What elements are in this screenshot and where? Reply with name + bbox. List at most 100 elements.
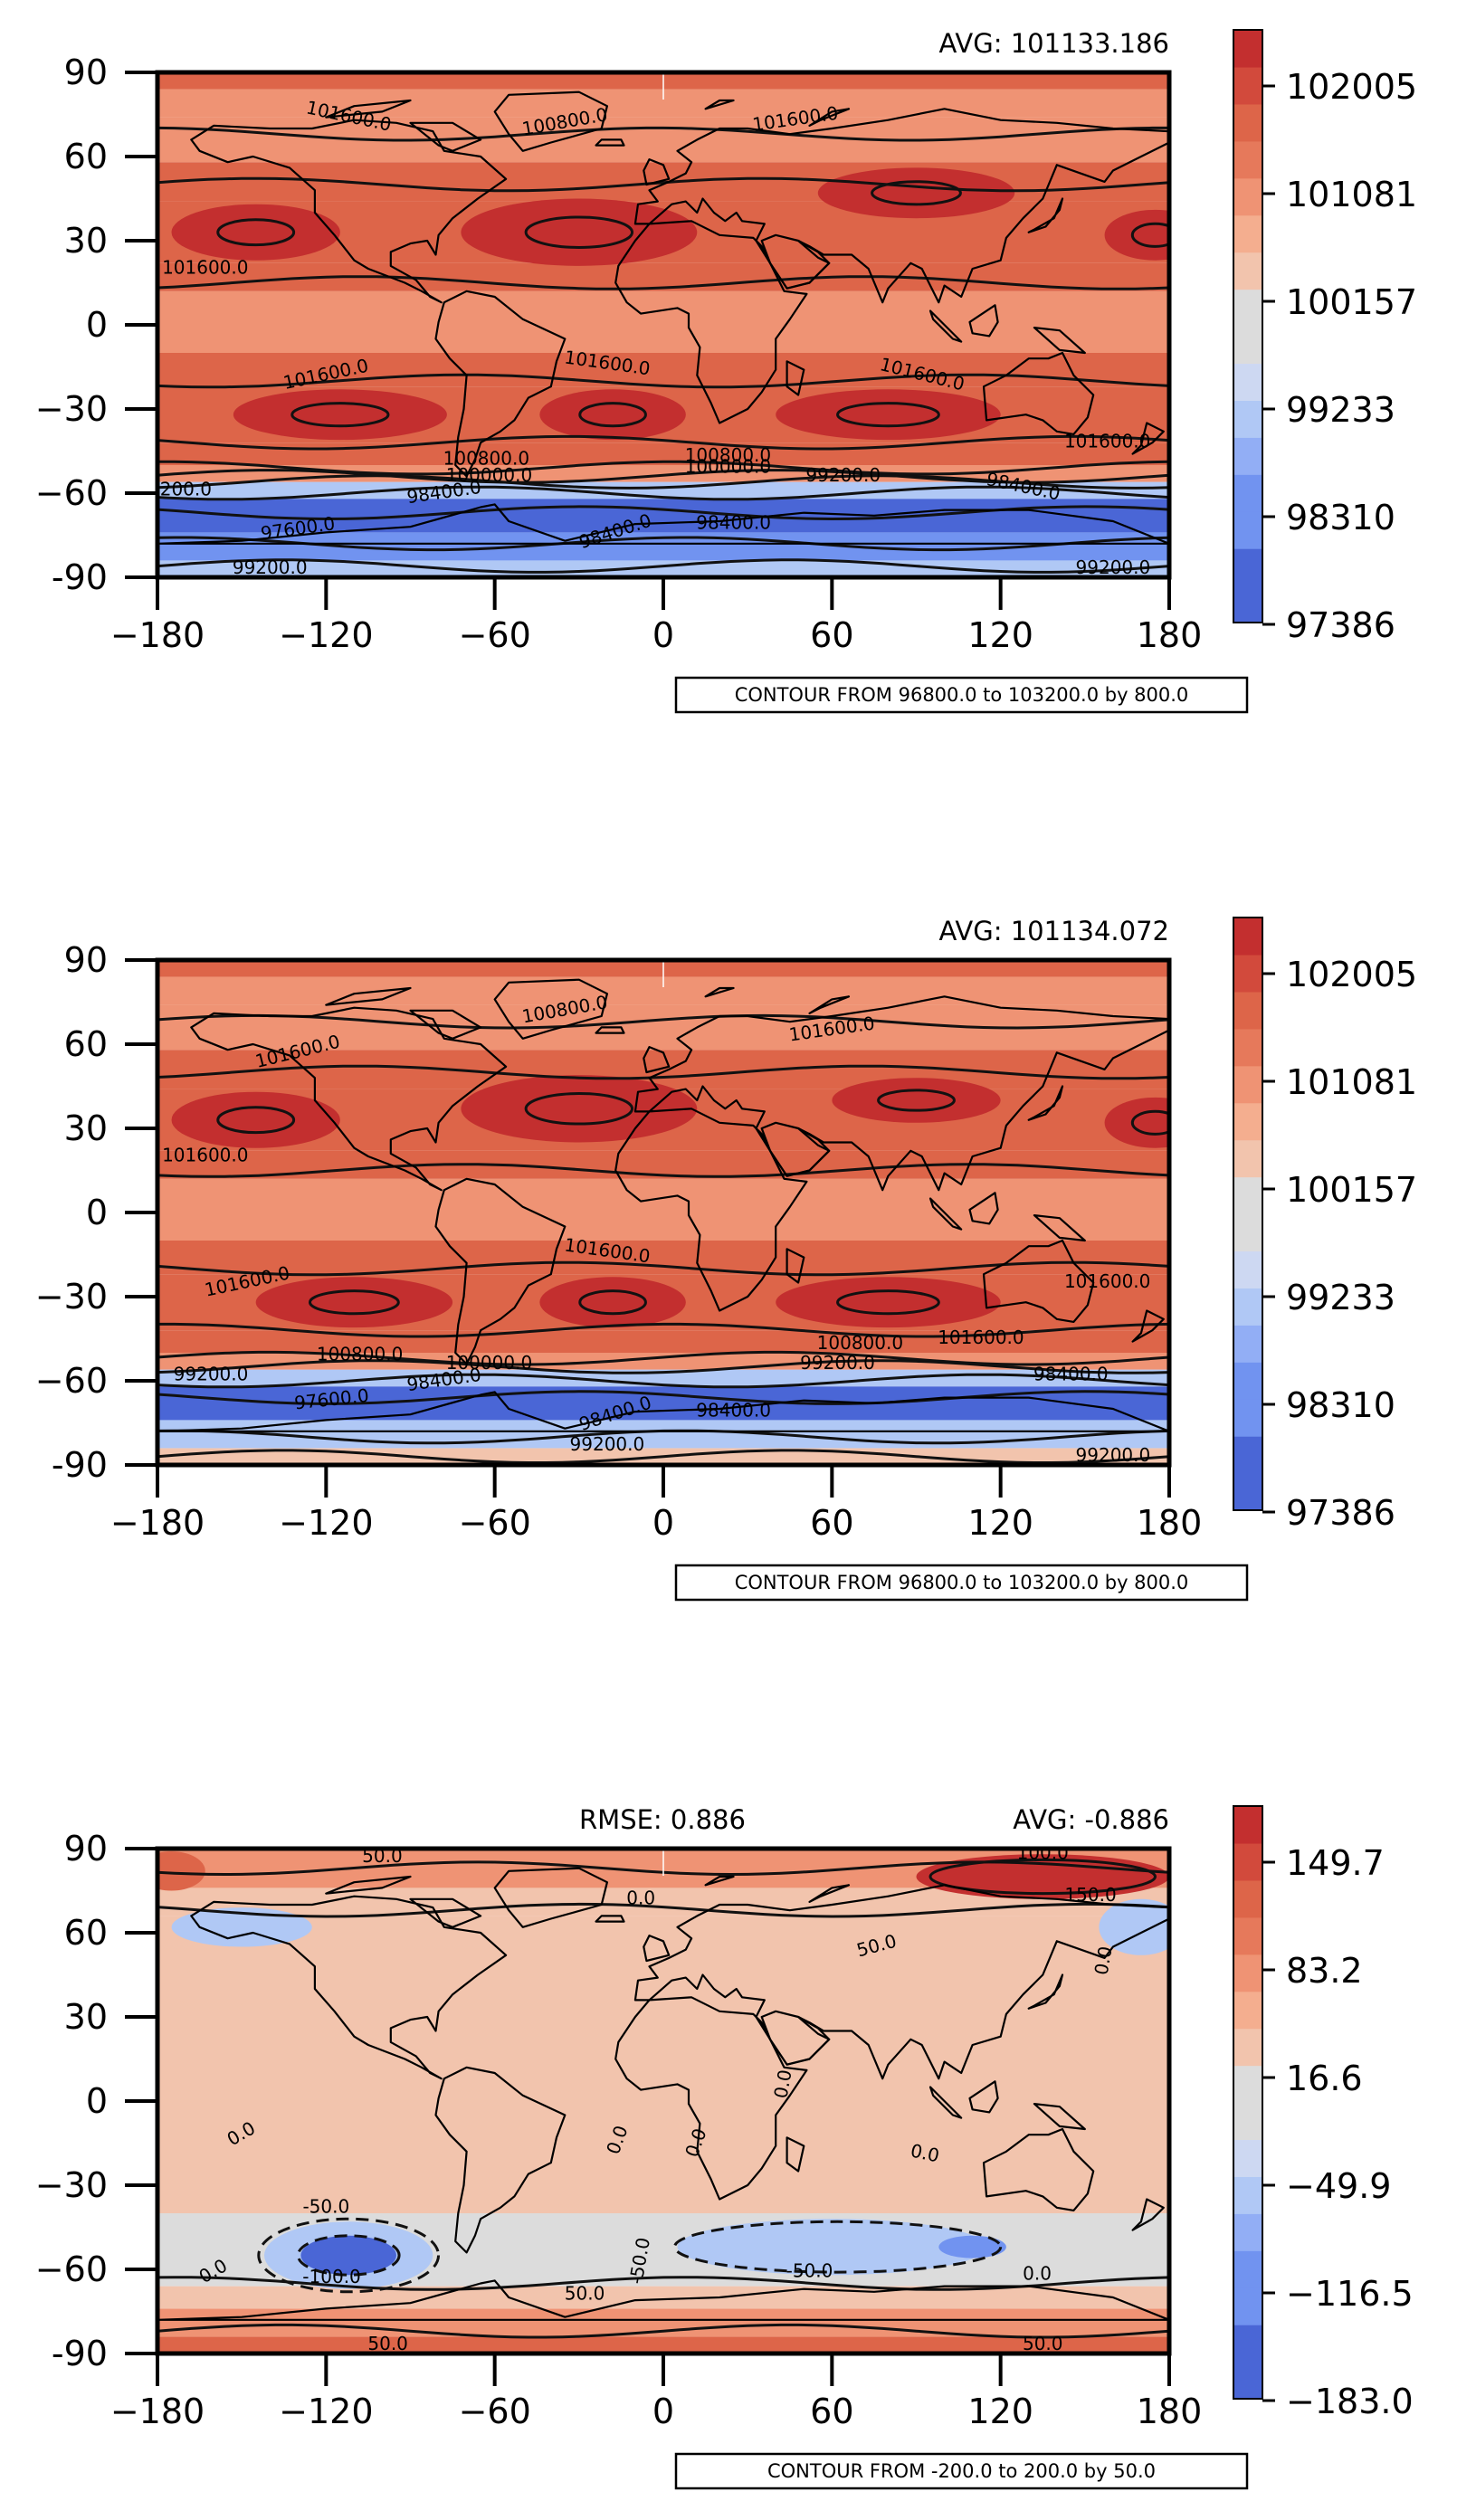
- coastline: [157, 1391, 1169, 1432]
- field-cell: [157, 1851, 205, 1891]
- contour-label: 99200.0: [570, 1433, 645, 1455]
- colorbar-swatch: [1233, 2028, 1262, 2067]
- contour-label: 100800.0: [817, 1332, 903, 1354]
- colorbar-swatch: [1233, 1473, 1262, 1511]
- coastline: [928, 309, 963, 343]
- colorbar-tick-label: 99233: [1286, 1278, 1395, 1317]
- coastline: [1033, 327, 1086, 355]
- colorbar-swatch: [1233, 1176, 1262, 1215]
- contour-loop: [578, 402, 647, 428]
- colorbar-tick-label: 100157: [1286, 1170, 1417, 1210]
- colorbar-tick-label: 97386: [1286, 605, 1395, 645]
- contour-loop: [928, 1858, 1157, 1896]
- coastline: [808, 1884, 851, 1903]
- coastline: [704, 1875, 735, 1887]
- x-tick-label: −180: [110, 615, 205, 655]
- field-cell: [171, 1907, 312, 1947]
- colorbar-swatch: [1233, 474, 1262, 512]
- contour-line: [157, 1350, 1169, 1366]
- avg-label: AVG: 101134.072: [938, 916, 1169, 946]
- contour-label: 50.0: [1023, 2333, 1063, 2354]
- contour-loop: [1130, 222, 1169, 248]
- colorbar-tick-label: 102005: [1286, 67, 1417, 107]
- contour-line: [157, 1449, 1169, 1464]
- colorbar-swatch: [1233, 1362, 1262, 1400]
- coastline: [633, 995, 1169, 1192]
- contour-label: 150.0: [1064, 1884, 1116, 1906]
- contour-label: 99200.0: [1076, 556, 1151, 578]
- contour-line: [157, 275, 1169, 290]
- field-cell: [171, 204, 340, 261]
- coastline: [1033, 2103, 1086, 2131]
- contour-line: [157, 1322, 1169, 1338]
- colorbar-swatch: [1233, 2176, 1262, 2214]
- contour-label: -100.0: [302, 2266, 360, 2287]
- colorbar-tick-label: 149.7: [1286, 1843, 1385, 1883]
- contour-line: [157, 373, 1169, 389]
- y-tick-label: 90: [64, 1829, 108, 1869]
- coastline: [434, 1177, 567, 1365]
- field-cell: [174, 1966, 253, 2011]
- contour-line: [157, 1373, 1169, 1389]
- contour-loop: [524, 1092, 634, 1126]
- field-cell: [233, 389, 447, 441]
- field-band: [157, 560, 1169, 577]
- colorbar-swatch: [1233, 363, 1262, 401]
- contour-loop: [216, 218, 296, 247]
- contour-loop: [871, 180, 962, 206]
- coastline: [434, 290, 567, 478]
- contour-loop: [578, 1289, 647, 1316]
- colorbar-swatch: [1233, 511, 1262, 549]
- field-cell: [539, 389, 686, 441]
- model-panel: 101600.0 100800.0 101600.0101600.0101600.0…: [35, 28, 1417, 714]
- x-tick-label: 120: [967, 615, 1033, 655]
- x-tick-label: 0: [652, 2392, 674, 2431]
- contour-loop: [296, 2234, 401, 2277]
- field-cell: [916, 1854, 1169, 1899]
- contour-note-box: [674, 1564, 1249, 1602]
- colorbar-frame: [1233, 1805, 1263, 2400]
- x-tick-label: −60: [459, 615, 531, 655]
- field-band: [157, 1050, 1169, 1089]
- colorbar-swatch: [1233, 1325, 1262, 1363]
- field-cell: [461, 1075, 698, 1143]
- colorbar-swatch: [1233, 1399, 1262, 1437]
- contour-label: 0.0: [626, 1887, 655, 1908]
- field-band: [157, 1241, 1169, 1275]
- colorbar-swatch: [1233, 918, 1262, 956]
- contour-label: 101600.0: [162, 257, 248, 279]
- colorbar-swatch: [1233, 2362, 1262, 2400]
- field-cell: [776, 389, 1001, 441]
- coastline: [760, 2010, 831, 2066]
- colorbar-tick-label: 101081: [1286, 175, 1417, 214]
- contour-line: [157, 1013, 1169, 1030]
- colorbar-swatch: [1233, 1213, 1262, 1252]
- contour-line: [157, 1390, 1169, 1405]
- colorbar-swatch: [1233, 1436, 1262, 1474]
- y-tick-label: 90: [64, 52, 108, 92]
- contour-label: 98400.0: [1033, 1363, 1109, 1384]
- x-tick-label: 180: [1137, 615, 1203, 655]
- x-tick-label: 0: [652, 615, 674, 655]
- x-tick-label: −120: [279, 2392, 373, 2431]
- contour-label: 98400.0: [696, 1400, 771, 1422]
- y-tick-label: −30: [35, 2165, 108, 2205]
- contour-note: CONTOUR FROM 96800.0 to 103200.0 by 800.…: [674, 1564, 1249, 1602]
- colorbar-frame: [1233, 29, 1263, 623]
- y-tick-label: 60: [64, 1024, 108, 1064]
- colorbar-swatch: [1233, 1139, 1262, 1178]
- coastline: [633, 1884, 1169, 2080]
- field-cell: [461, 198, 698, 266]
- contour-label: 100800.0: [317, 1344, 403, 1365]
- colorbar: 149.7 83.2 16.6 −49.9 −116.5 −183.0: [1233, 1805, 1414, 2421]
- observed-panel: 101600.0100800.0101600.0101600.0101600.0…: [35, 916, 1417, 1602]
- contour-note: CONTOUR FROM 96800.0 to 103200.0 by 800.…: [674, 676, 1249, 714]
- x-tick-label: −60: [459, 1503, 531, 1543]
- contour-label: -50.0: [786, 2260, 833, 2282]
- contour-loop: [216, 1106, 296, 1135]
- field-cell: [817, 167, 1015, 219]
- coastline: [157, 503, 1169, 545]
- y-tick-label: 60: [64, 137, 108, 176]
